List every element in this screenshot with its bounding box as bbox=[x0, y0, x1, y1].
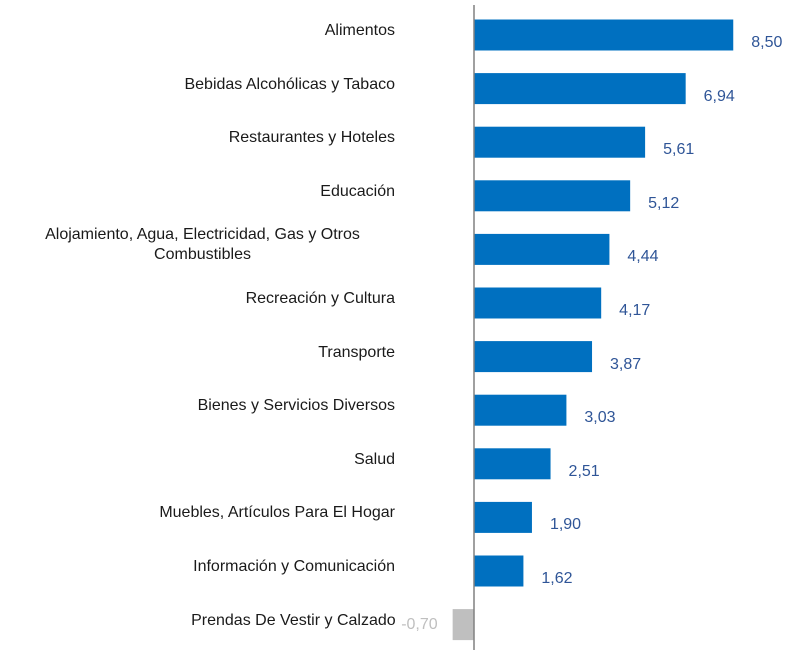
category-label: Información y Comunicación bbox=[10, 557, 395, 577]
category-text: Alojamiento, Agua, Electricidad, Gas y O… bbox=[45, 226, 360, 264]
category-text: Educación bbox=[320, 182, 395, 200]
category-text: Prendas De Vestir y Calzado bbox=[191, 611, 396, 629]
bar bbox=[474, 73, 686, 105]
category-label: Alojamiento, Agua, Electricidad, Gas y O… bbox=[10, 225, 395, 265]
value-label: 6,94 bbox=[703, 87, 735, 105]
value-label: 3,03 bbox=[584, 409, 616, 427]
value-label: -0,70 bbox=[401, 615, 438, 633]
category-label: Muebles, Artículos Para El Hogar bbox=[10, 503, 395, 523]
bar bbox=[474, 555, 524, 587]
category-text: Restaurantes y Hoteles bbox=[228, 129, 395, 147]
bar bbox=[474, 180, 631, 212]
bar bbox=[474, 287, 602, 319]
category-text: Bebidas Alcohólicas y Tabaco bbox=[184, 75, 395, 93]
value-label: 4,44 bbox=[627, 248, 659, 266]
category-label: Transporte bbox=[10, 343, 395, 363]
value-label: 8,50 bbox=[751, 34, 783, 51]
bar bbox=[474, 394, 567, 426]
category-label: Prendas De Vestir y Calzado bbox=[11, 611, 396, 631]
value-label: 5,12 bbox=[648, 194, 680, 212]
bar bbox=[474, 448, 551, 480]
category-text: Recreación y Cultura bbox=[245, 290, 395, 307]
category-label: Bienes y Servicios Diversos bbox=[10, 396, 395, 416]
value-label: 5,61 bbox=[663, 141, 695, 159]
category-label: Alimentos bbox=[10, 21, 395, 41]
value-label: 1,90 bbox=[549, 516, 582, 534]
category-text: Muebles, Artículos Para El Hogar bbox=[159, 504, 395, 522]
category-text: Salud bbox=[354, 450, 395, 468]
category-text: Bienes y Servicios Diversos bbox=[197, 397, 395, 415]
category-text: Alimentos bbox=[324, 22, 395, 39]
value-label: 2,51 bbox=[568, 462, 600, 480]
bar bbox=[474, 233, 610, 265]
bar bbox=[452, 609, 474, 641]
bar bbox=[474, 19, 734, 51]
category-label: Bebidas Alcohólicas y Tabaco bbox=[10, 75, 395, 95]
category-label: Educación bbox=[10, 182, 395, 202]
bar bbox=[474, 501, 532, 533]
category-text: Transporte bbox=[318, 343, 395, 361]
value-label: 3,87 bbox=[610, 355, 642, 373]
category-text: Información y Comunicación bbox=[193, 558, 395, 575]
category-label: Recreación y Cultura bbox=[10, 289, 395, 309]
bar bbox=[474, 126, 646, 158]
category-label: Salud bbox=[10, 450, 395, 470]
value-label: 4,17 bbox=[619, 302, 651, 319]
value-label: 1,62 bbox=[541, 570, 573, 587]
bar bbox=[474, 341, 593, 373]
category-label: Restaurantes y Hoteles bbox=[10, 128, 395, 148]
